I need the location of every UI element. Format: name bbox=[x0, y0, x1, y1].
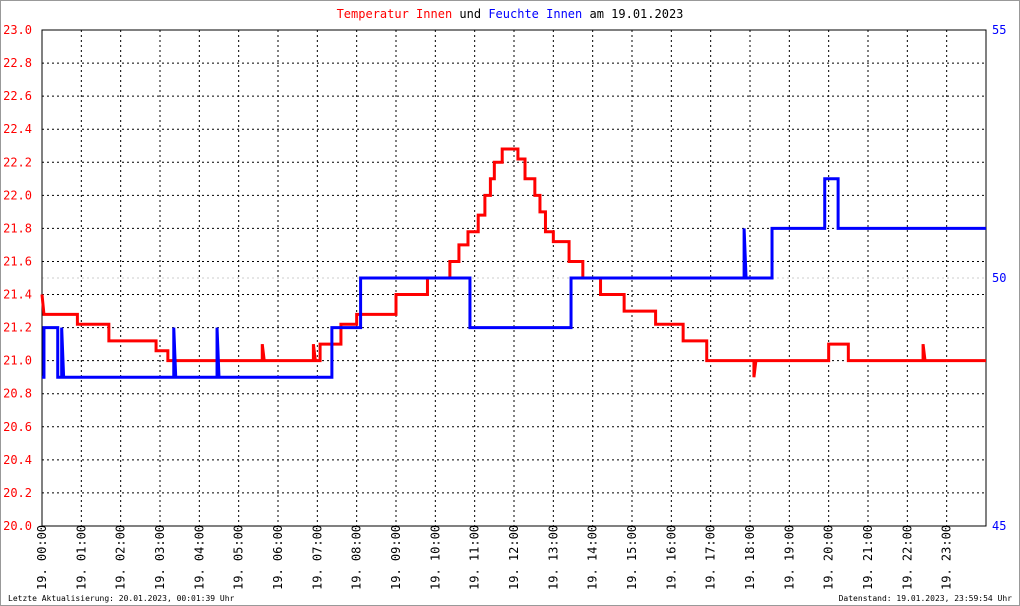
x-tick-label: 19. 19:00 bbox=[782, 525, 796, 590]
y-tick-label: 22.0 bbox=[3, 188, 32, 202]
y-tick-label: 21.4 bbox=[3, 288, 32, 302]
x-tick-label: 19. 10:00 bbox=[428, 525, 442, 590]
y-tick-label: 21.8 bbox=[3, 221, 32, 235]
y-tick-label: 22.4 bbox=[3, 122, 32, 136]
y-tick-label: 21.0 bbox=[3, 354, 32, 368]
plot-border bbox=[41, 29, 987, 527]
x-tick-label: 19. 05:00 bbox=[232, 525, 246, 590]
x-tick-label: 19. 08:00 bbox=[350, 525, 364, 590]
y-tick-label: 22.8 bbox=[3, 56, 32, 70]
x-tick-label: 19. 03:00 bbox=[153, 525, 167, 590]
x-tick-label: 19. 02:00 bbox=[114, 525, 128, 590]
x-tick-label: 19. 13:00 bbox=[546, 525, 560, 590]
title-date: am 19.01.2023 bbox=[589, 7, 683, 21]
x-tick-label: 19. 01:00 bbox=[74, 525, 88, 590]
y-tick-label: 23.0 bbox=[3, 23, 32, 37]
x-tick-label: 19. 00:00 bbox=[35, 525, 49, 590]
x-tick-label: 19. 06:00 bbox=[271, 525, 285, 590]
y-tick-label: 20.4 bbox=[3, 453, 32, 467]
x-tick-label: 19. 04:00 bbox=[192, 525, 206, 590]
x-tick-label: 19. 18:00 bbox=[743, 525, 757, 590]
y2-tick-label: 55 bbox=[992, 23, 1006, 37]
footer-right: Datenstand: 19.01.2023, 23:59:54 Uhr bbox=[839, 594, 1013, 603]
y2-tick-label: 45 bbox=[992, 519, 1006, 533]
y-tick-label: 22.2 bbox=[3, 155, 32, 169]
x-tick-label: 19. 16:00 bbox=[664, 525, 678, 590]
footer-left: Letzte Aktualisierung: 20.01.2023, 00:01… bbox=[8, 594, 235, 603]
title: Temperatur Innen und Feuchte Innen am 19… bbox=[337, 7, 684, 21]
title-connector: und bbox=[459, 7, 481, 21]
x-tick-label: 19. 22:00 bbox=[900, 525, 914, 590]
title-series-1: Temperatur Innen bbox=[337, 7, 453, 21]
x-tick-label: 19. 20:00 bbox=[822, 525, 836, 590]
x-tick-label: 19. 14:00 bbox=[586, 525, 600, 590]
title-series-2: Feuchte Innen bbox=[488, 7, 582, 21]
y-tick-label: 20.8 bbox=[3, 387, 32, 401]
y-tick-label: 20.6 bbox=[3, 420, 32, 434]
x-tick-label: 19. 15:00 bbox=[625, 525, 639, 590]
x-tick-label: 19. 17:00 bbox=[704, 525, 718, 590]
y-tick-label: 22.6 bbox=[3, 89, 32, 103]
y-tick-label: 21.6 bbox=[3, 254, 32, 268]
x-tick-label: 19. 11:00 bbox=[468, 525, 482, 590]
x-tick-label: 19. 12:00 bbox=[507, 525, 521, 590]
y-tick-label: 20.2 bbox=[3, 486, 32, 500]
x-tick-label: 19. 07:00 bbox=[310, 525, 324, 590]
series-line bbox=[42, 177, 986, 379]
y-tick-label: 20.0 bbox=[3, 519, 32, 533]
y-tick-label: 21.2 bbox=[3, 321, 32, 335]
x-tick-label: 19. 09:00 bbox=[389, 525, 403, 590]
x-tick-label: 19. 23:00 bbox=[940, 525, 954, 590]
series-line bbox=[40, 147, 986, 378]
y2-tick-label: 50 bbox=[992, 271, 1006, 285]
x-tick-label: 19. 21:00 bbox=[861, 525, 875, 590]
